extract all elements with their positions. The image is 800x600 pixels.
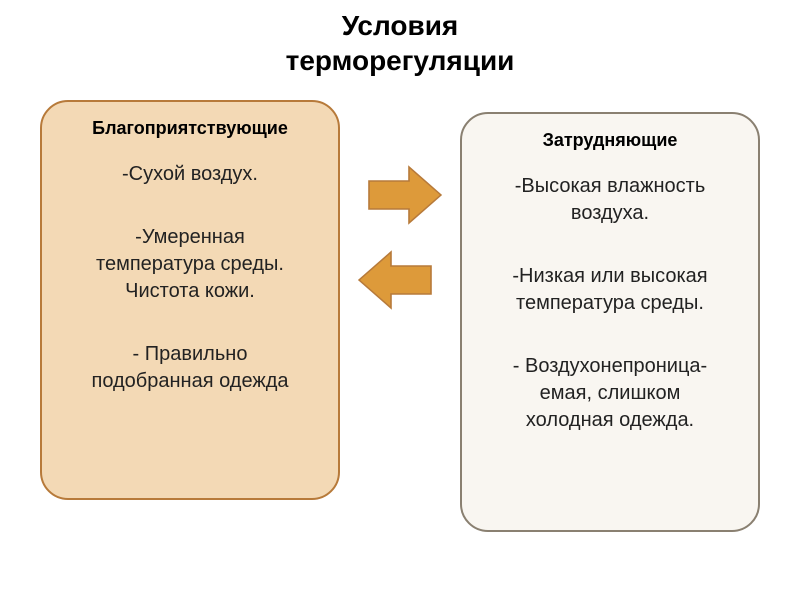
arrow-left-icon [355,245,435,315]
favorable-item-1: -Сухой воздух. [60,161,320,188]
title-line2: терморегуляции [0,43,800,78]
card-hindering: Затрудняющие -Высокая влажность воздуха.… [460,112,760,532]
favorable-item-2: -Умеренная температура среды. Чистота ко… [60,224,320,305]
arrow-right-icon [365,160,445,230]
hindering-item-2: -Низкая или высокая температура среды. [480,263,740,317]
card-hindering-header: Затрудняющие [480,130,740,151]
card-favorable-header: Благоприятствующие [60,118,320,139]
page-title: Условия терморегуляции [0,8,800,78]
hindering-item-1: -Высокая влажность воздуха. [480,173,740,227]
card-favorable: Благоприятствующие -Сухой воздух. -Умере… [40,100,340,500]
title-line1: Условия [0,8,800,43]
hindering-item-3: - Воздухонепроница- емая, слишком холодн… [480,353,740,434]
favorable-item-3: - Правильно подобранная одежда [60,341,320,395]
